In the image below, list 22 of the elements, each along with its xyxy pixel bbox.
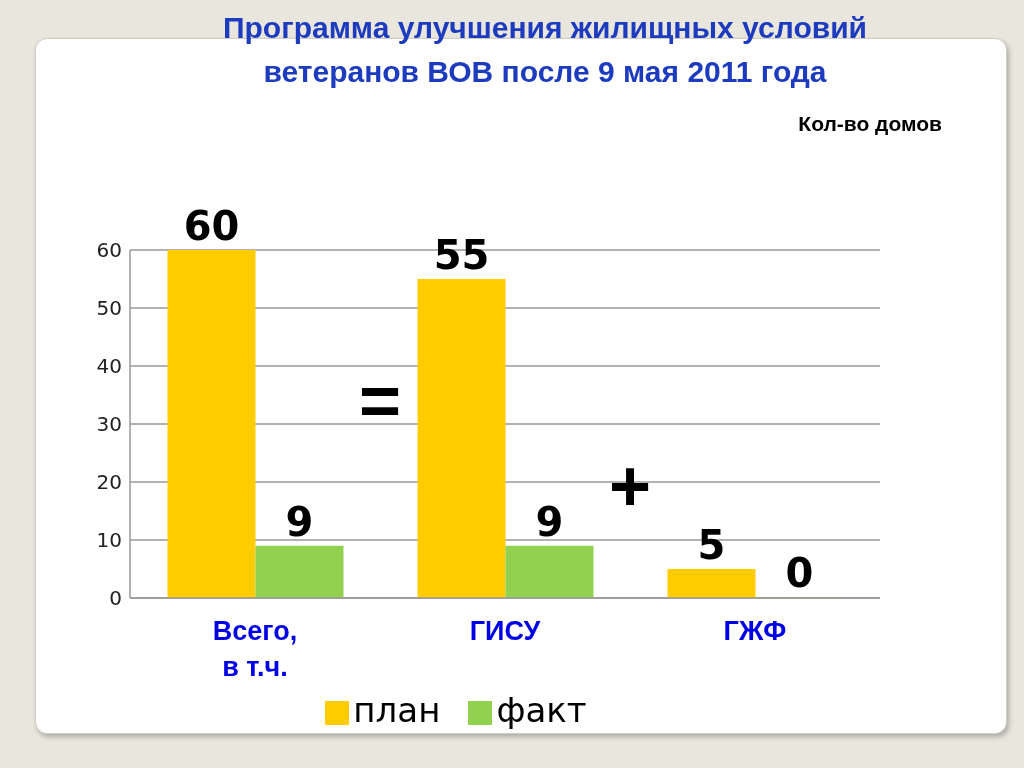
legend-label: факт [496, 690, 587, 730]
x-tick-label: Всего, в т.ч. [212, 616, 298, 682]
x-tick-label: ГЖФ [723, 616, 787, 646]
y-tick-label: 40 [96, 354, 122, 379]
x-tick-label: ГИСУ [469, 616, 542, 646]
annotation: + [607, 446, 652, 527]
y-tick-label: 20 [96, 470, 122, 495]
chart-title: Программа улучшения жилищных условий ветеранов ВОВ после 9 мая 2011 года [221, 10, 869, 90]
y-tick-label: 30 [96, 412, 122, 437]
data-label: 9 [285, 498, 314, 545]
annotation: = [357, 359, 402, 440]
data-label: 0 [785, 550, 814, 596]
y-tick-label: 60 [96, 238, 122, 263]
data-label: 55 [433, 232, 490, 278]
y-tick-label: 0 [109, 586, 122, 611]
legend-label: план [353, 690, 441, 730]
y-tick-label: 50 [96, 296, 122, 321]
y-axis-title: Кол-во домов [798, 112, 942, 136]
data-label: 60 [183, 203, 240, 249]
data-label: 5 [697, 522, 726, 568]
y-tick-label: 10 [96, 528, 122, 553]
data-label: 9 [535, 498, 564, 545]
